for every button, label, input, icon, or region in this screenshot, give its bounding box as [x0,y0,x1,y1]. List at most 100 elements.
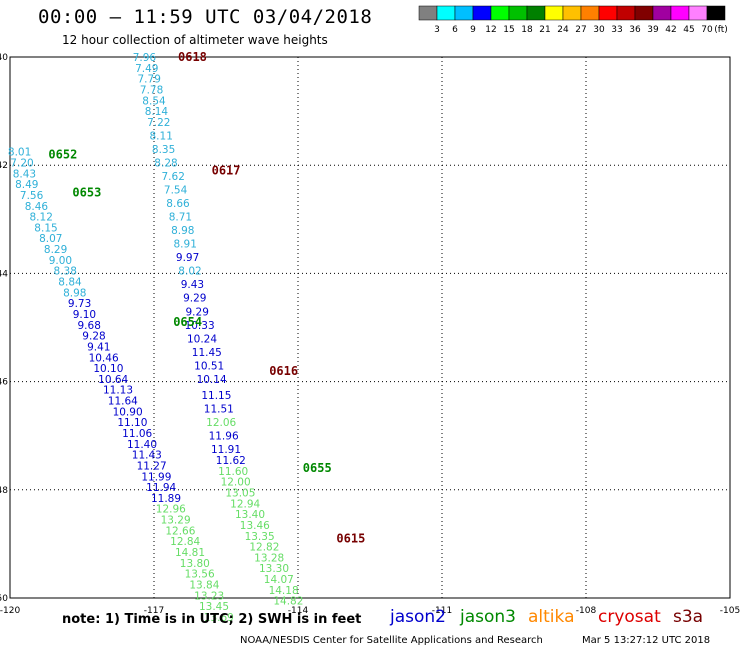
pass-time-label: 0615 [336,531,365,545]
scale-tick-label: 3 [434,25,440,35]
wave-height-point-jason3: 8.07 [39,233,62,245]
wave-height-point-s3a: 10.33 [185,320,215,332]
wave-height-point-s3a: 14.18 [269,585,299,597]
scale-tick-label: 36 [629,25,641,35]
wave-height-point-s3a: 8.11 [150,130,173,142]
pass-time-label: 0655 [303,461,332,475]
x-tick-label: -105 [720,606,740,616]
y-tick-label: -44 [0,269,8,279]
x-tick-label: -114 [288,606,309,616]
scale-tick-label: 39 [647,25,659,35]
wave-height-point-jason3: 10.90 [113,406,143,418]
wave-height-point-s3a: 7.78 [140,84,163,96]
wave-height-point-jason3: 12.96 [156,504,186,516]
wave-height-point-s3a: 10.14 [197,374,227,386]
wave-height-point-jason3: 13.56 [185,569,215,581]
wave-height-point-s3a: 8.02 [178,266,201,278]
wave-height-point-s3a: 13.28 [254,552,284,564]
pass-time-label: 0617 [212,164,241,178]
wave-height-point-s3a: 11.96 [209,431,239,443]
legend-altika: altika [528,607,575,627]
x-tick-label: -108 [576,606,597,616]
wave-height-point-jason3: 13.69 [204,612,234,624]
wave-height-point-s3a: 7.96 [133,52,157,64]
scale-tick-label: 70 [701,25,713,35]
scale-tick-label: 33 [611,25,622,35]
wave-height-point-jason3: 8.12 [30,212,53,224]
wave-height-point-s3a: 7.22 [147,117,170,129]
wave-height-point-s3a: 11.91 [211,444,241,456]
wave-height-point-jason3: 9.41 [87,341,110,353]
wave-height-point-jason3: 9.73 [68,298,91,310]
pass-time-label: 0653 [72,185,101,199]
wave-height-point-jason3: 8.29 [44,244,67,256]
scale-tick-label: 45 [683,25,694,35]
wave-height-point-jason3: 9.68 [78,320,101,332]
wave-height-point-jason3: 11.89 [151,493,181,505]
legend-jason3: jason3 [460,607,516,627]
wave-height-point-s3a: 8.91 [174,239,197,251]
pass-time-label: 0618 [178,50,207,64]
legend-s3a: s3a [673,607,704,627]
credit-line: NOAA/NESDIS Center for Satellite Applica… [240,635,543,646]
wave-height-point-jason3: 11.27 [137,460,167,472]
wave-height-point-jason3: 8.15 [34,222,57,234]
wave-height-point-s3a: 13.40 [235,509,265,521]
wave-height-point-jason3: 11.10 [117,417,147,429]
wave-height-point-s3a: 9.29 [183,293,206,305]
scale-tick-label: 24 [557,25,569,35]
scale-tick-label: 30 [593,25,605,35]
wave-height-point-s3a: 8.28 [154,157,177,169]
wave-height-point-s3a: 9.43 [181,279,204,291]
wave-height-point-s3a: 7.49 [135,63,158,75]
wave-height-point-s3a: 12.06 [206,417,236,429]
wave-height-point-jason3: 9.28 [82,331,105,343]
generation-timestamp: Mar 5 13:27:12 UTC 2018 [582,635,711,646]
scale-swatch [706,5,726,21]
wave-height-point-jason3: 11.40 [127,439,157,451]
pass-time-label: 0654 [173,315,202,329]
wave-height-point-jason3: 11.43 [132,450,162,462]
wave-height-point-jason3: 13.84 [189,579,219,591]
wave-height-point-jason3: 13.45 [199,601,229,613]
wave-height-point-jason3: 12.66 [165,525,195,537]
wave-height-point-jason3: 7.56 [20,190,44,202]
wave-height-point-jason3: 13.29 [161,515,191,527]
pass-time-label: 0652 [48,147,77,161]
wave-height-point-s3a: 12.82 [249,542,279,554]
wave-height-point-jason3: 10.64 [98,374,128,386]
scale-tick-label: 27 [575,25,586,35]
wave-height-point-s3a: 8.54 [142,95,166,107]
y-tick-label: -50 [0,594,8,604]
wave-height-point-jason3: 8.38 [54,266,77,278]
footer-note: note: 1) Time is in UTC; 2) SWH is in fe… [62,612,362,627]
y-tick-label: -48 [0,486,8,496]
wave-height-point-s3a: 11.15 [201,390,231,402]
wave-height-point-jason3: 10.10 [93,363,123,375]
wave-height-point-jason3: 11.94 [146,482,176,494]
wave-height-point-jason3: 13.80 [180,558,210,570]
scale-tick-label: 15 [503,25,514,35]
wave-height-point-jason3: 9.10 [73,309,96,321]
y-tick-label: -40 [0,53,8,63]
chart-subtitle: 12 hour collection of altimeter wave hei… [62,33,328,47]
wave-height-point-s3a: 12.94 [230,498,260,510]
wave-height-point-s3a: 9.97 [176,252,199,264]
wave-height-point-jason3: 11.06 [122,428,152,440]
scale-tick-label: (ft) [714,25,728,35]
wave-height-point-s3a: 11.51 [204,404,234,416]
scale-tick-label: 42 [665,25,676,35]
scale-tick-label: 12 [485,25,496,35]
wave-height-point-s3a: 12.00 [221,477,251,489]
wave-height-point-s3a: 10.51 [194,360,224,372]
wave-height-point-jason3: 14.81 [175,547,205,559]
wave-height-point-s3a: 13.05 [225,488,255,500]
wave-height-point-s3a: 8.71 [169,212,192,224]
wave-height-point-s3a: 7.79 [138,74,161,86]
wave-height-point-jason3: 8.01 [8,147,31,159]
wave-height-point-s3a: 13.46 [240,520,270,532]
wave-height-point-jason3: 10.46 [89,352,119,364]
x-tick-label: -117 [144,606,164,616]
wave-height-point-jason3: 8.98 [63,287,86,299]
